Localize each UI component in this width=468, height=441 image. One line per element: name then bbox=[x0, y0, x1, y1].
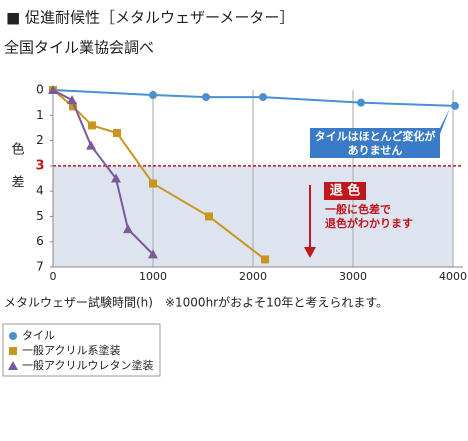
marker bbox=[88, 121, 96, 130]
legend-label: 一般アクリル系塗装 bbox=[22, 343, 120, 357]
marker bbox=[86, 140, 96, 150]
y-tick-label: 4 bbox=[36, 184, 44, 198]
chart-title: ■ 促進耐候性［メタルウェザーメーター］ bbox=[6, 9, 294, 27]
legend-label: 一般アクリルウレタン塗装 bbox=[22, 358, 153, 372]
annotation: 退 色 bbox=[330, 183, 361, 199]
marker bbox=[205, 212, 213, 221]
marker bbox=[261, 255, 269, 264]
legend-label: タイル bbox=[22, 329, 55, 342]
marker bbox=[48, 85, 58, 94]
marker bbox=[9, 347, 17, 355]
legend-box bbox=[2, 323, 161, 377]
marker bbox=[149, 91, 157, 100]
marker bbox=[123, 224, 133, 234]
marker bbox=[113, 128, 121, 137]
annotation: 退色がわかります bbox=[325, 216, 413, 230]
arrow-head bbox=[304, 247, 316, 258]
marker bbox=[111, 173, 121, 183]
marker bbox=[451, 101, 459, 110]
x-tick-label: 3000 bbox=[339, 270, 367, 283]
y-tick-label: 7 bbox=[36, 260, 44, 274]
y-tick-label: 2 bbox=[36, 133, 44, 147]
y-axis-label: 差 bbox=[11, 176, 24, 191]
x-axis-label: メタルウェザー試験時間(h) ※1000hrがおよそ10年と考えられます。 bbox=[4, 295, 388, 310]
marker bbox=[202, 93, 210, 102]
callout bbox=[310, 108, 450, 158]
x-tick-label: 0 bbox=[50, 270, 57, 283]
chart-subtitle: 全国タイル業協会調べ bbox=[4, 39, 154, 57]
y-axis-label: 色 bbox=[11, 142, 24, 158]
marker bbox=[259, 93, 267, 102]
y-tick-label: 6 bbox=[36, 234, 44, 248]
y-tick-label: 3 bbox=[35, 158, 44, 173]
x-tick-label: 2000 bbox=[239, 270, 267, 283]
y-tick-label: 1 bbox=[36, 108, 44, 122]
marker bbox=[9, 332, 17, 340]
x-tick-label: 1000 bbox=[139, 270, 167, 283]
series-line bbox=[52, 89, 154, 256]
series-line bbox=[52, 89, 456, 107]
y-tick-label: 5 bbox=[36, 209, 44, 223]
marker bbox=[149, 179, 157, 188]
marker bbox=[8, 361, 18, 370]
annotation-box bbox=[324, 182, 366, 200]
x-tick-label: 4000 bbox=[439, 270, 467, 283]
marker bbox=[148, 249, 158, 259]
annotation: ありません bbox=[348, 144, 403, 157]
annotation: 一般に色差で bbox=[325, 202, 391, 216]
marker bbox=[67, 95, 77, 105]
y-tick-label: 0 bbox=[36, 83, 44, 97]
annotation: タイルはほとんど変化が bbox=[315, 129, 436, 143]
marker bbox=[357, 98, 365, 107]
marker bbox=[69, 102, 77, 111]
